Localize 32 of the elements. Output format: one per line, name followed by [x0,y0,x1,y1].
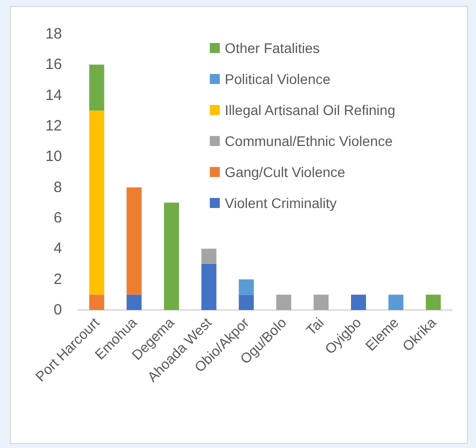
bar [89,110,104,295]
legend-label: Illegal Artisanal Oil Refining [224,102,396,118]
bar [201,264,216,310]
legend-label: Communal/Ethnic Violence [224,133,393,149]
legend-label: Violent Criminality [224,195,337,211]
bar [89,294,104,310]
x-tick-label: Tai [302,314,327,338]
y-tick-label: 2 [54,270,62,288]
y-tick-label: 4 [54,240,62,258]
y-tick-label: 10 [45,148,62,166]
bar [126,187,142,295]
y-tick-label: 0 [54,302,62,318]
y-tick-label: 16 [45,56,62,74]
y-tick-label: 18 [45,26,62,42]
bar [238,279,254,295]
bar [276,294,292,310]
bar [388,294,404,310]
bar [314,294,329,310]
bar [238,294,254,310]
bar [426,294,441,310]
legend-label: Gang/Cult Violence [224,164,346,180]
y-tick-label: 14 [45,86,62,104]
bar [201,248,216,264]
bar [126,294,142,310]
legend-label: Political Violence [224,71,331,87]
y-tick-label: 8 [54,178,62,196]
y-tick-label: 12 [45,118,62,134]
y-tick-label: 6 [54,210,62,226]
bar [164,202,179,310]
bar [351,294,366,310]
bar [89,64,104,111]
legend-label: Other Fatalities [224,40,320,56]
